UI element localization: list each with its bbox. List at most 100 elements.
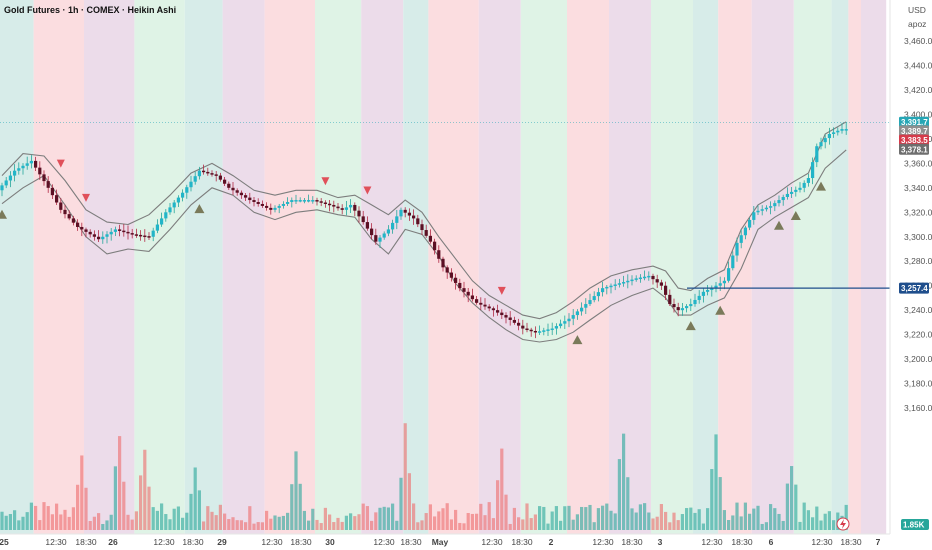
session-bg-6 xyxy=(264,0,315,534)
candle-body xyxy=(223,179,227,184)
candle-body xyxy=(336,206,340,209)
volume-bar xyxy=(584,507,588,530)
candle-body xyxy=(491,308,495,311)
volume-bar xyxy=(235,520,239,530)
candle-body xyxy=(407,212,411,216)
buy-signal-marker xyxy=(774,220,784,230)
candle-body xyxy=(361,216,365,223)
candle-body xyxy=(613,284,617,286)
buy-signal-marker xyxy=(572,335,583,345)
volume-bar xyxy=(92,516,96,530)
volume-bar xyxy=(844,504,848,530)
volume-bar xyxy=(202,521,206,530)
volume-bar xyxy=(680,514,684,530)
volume-bar xyxy=(449,519,453,530)
volume-axis-badge: 1.85K xyxy=(901,519,929,530)
candle-body xyxy=(151,230,155,237)
session-bg-16 xyxy=(693,0,719,534)
volume-bar xyxy=(181,517,185,530)
candle-body xyxy=(277,205,281,208)
candle-body xyxy=(496,310,500,313)
candle-body xyxy=(542,330,546,332)
volume-bar xyxy=(479,503,483,530)
volume-bar xyxy=(189,493,193,530)
session-bg-4 xyxy=(184,0,223,534)
volume-bar xyxy=(25,512,29,530)
session-bg-12 xyxy=(520,0,567,534)
session-bg-3 xyxy=(134,0,185,534)
candle-body xyxy=(752,212,756,220)
price-axis[interactable] xyxy=(890,0,932,550)
candle-body xyxy=(344,207,348,210)
candle-body xyxy=(739,235,743,243)
candle-body xyxy=(403,209,407,213)
volume-bar xyxy=(668,522,672,530)
volume-bar xyxy=(252,523,256,530)
x-tick-label: 12:30 xyxy=(373,537,395,547)
time-axis[interactable] xyxy=(0,534,932,550)
candle-body xyxy=(357,210,361,217)
candle-body xyxy=(512,319,516,323)
signal-markers xyxy=(0,159,826,345)
candle-body xyxy=(8,175,12,181)
price-axis-badges: 3,391.73,389.73,383.53,378.1 3,257.4 xyxy=(899,116,929,294)
candle-body xyxy=(550,328,554,331)
candle-body xyxy=(21,165,25,169)
volume-bar xyxy=(134,511,138,530)
volume-bar xyxy=(475,513,479,530)
volume-bar xyxy=(739,516,743,530)
session-bg-5 xyxy=(222,0,265,534)
candle-body xyxy=(605,286,609,289)
x-tick-label: 12:30 xyxy=(811,537,833,547)
candle-body xyxy=(374,235,378,242)
candle-body xyxy=(265,205,269,208)
candle-body xyxy=(412,215,416,219)
candle-body xyxy=(386,229,390,234)
candle-body xyxy=(113,229,117,232)
buy-signal-marker xyxy=(715,305,726,315)
x-tick-label: 18:30 xyxy=(75,537,97,547)
candle-body xyxy=(806,178,810,183)
x-tick-label: 12:30 xyxy=(153,537,175,547)
candle-body xyxy=(802,182,806,188)
candle-body xyxy=(785,193,789,197)
candle-body xyxy=(651,275,655,280)
horizontal-line[interactable] xyxy=(0,121,890,289)
candle-body xyxy=(748,219,752,228)
volume-bar xyxy=(466,513,470,530)
x-tick-label: 7 xyxy=(876,537,881,547)
x-tick-label: 18:30 xyxy=(400,537,422,547)
volume-bar xyxy=(185,512,189,530)
volume-bar xyxy=(319,523,323,530)
candle-body xyxy=(378,237,382,242)
candle-body xyxy=(546,329,550,331)
volume-bar xyxy=(8,514,12,530)
x-tick-label: May xyxy=(432,537,449,547)
candle-body xyxy=(424,230,428,236)
lightning-icon[interactable] xyxy=(836,517,850,531)
volume-bar xyxy=(811,517,815,530)
candle-body xyxy=(319,201,323,203)
candle-body xyxy=(55,195,59,203)
volume-bar xyxy=(785,483,789,530)
volume-bar xyxy=(21,516,25,530)
candle-body xyxy=(340,208,344,210)
candle-body xyxy=(836,130,840,133)
candle-body xyxy=(685,306,689,309)
volume-bar xyxy=(151,507,155,530)
candle-body xyxy=(109,231,113,235)
volume-bar xyxy=(748,513,752,530)
candle-body xyxy=(601,288,605,293)
candle-body xyxy=(622,282,626,284)
volume-bar xyxy=(84,487,88,530)
volume-bar xyxy=(697,509,701,530)
y-tick-label: 3,240.0 xyxy=(904,305,932,315)
candle-body xyxy=(773,203,777,207)
volume-bar xyxy=(399,477,403,530)
volume-bar xyxy=(29,502,33,530)
candle-body xyxy=(655,279,659,283)
session-bg-20 xyxy=(831,0,849,534)
volume-bar xyxy=(328,514,332,530)
volume-bar xyxy=(672,512,676,530)
